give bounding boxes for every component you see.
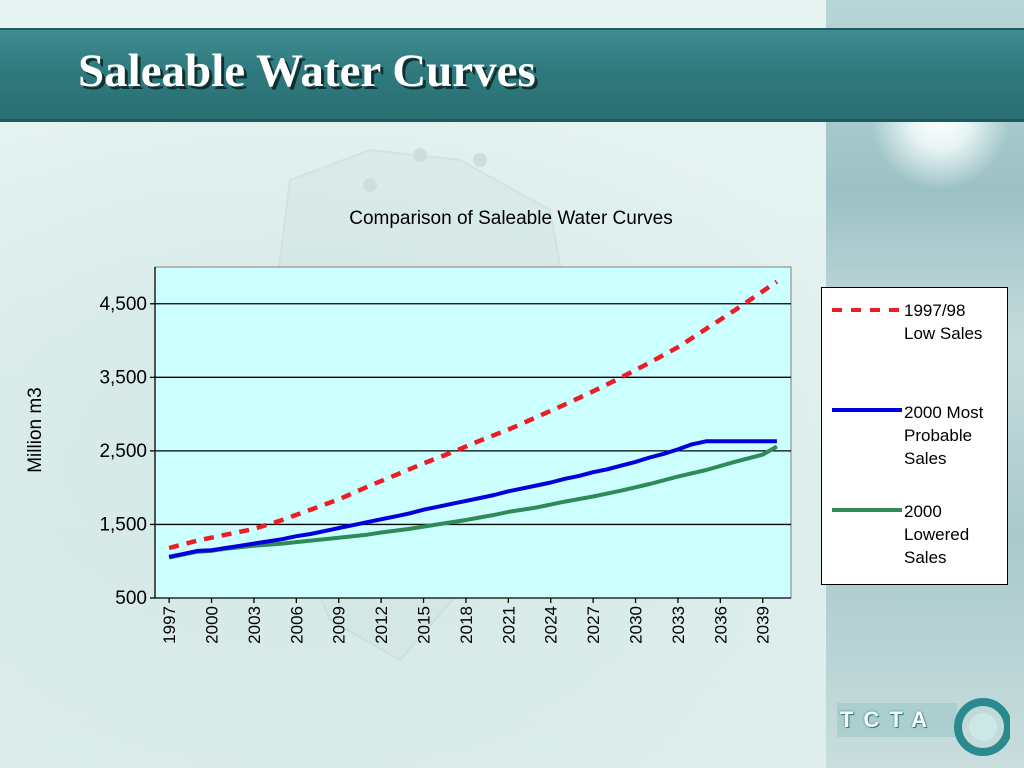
y-tick-label: 4,500: [99, 294, 147, 315]
x-tick-label: 2003: [245, 606, 264, 644]
x-tick-label: 2015: [415, 606, 434, 644]
x-tick-label: 2027: [584, 606, 603, 644]
chart-legend: 1997/98 Low Sales 2000 Most Probable Sal…: [821, 287, 1008, 585]
x-tick-label: 2030: [627, 606, 646, 644]
x-tick-label: 2021: [499, 606, 518, 644]
legend-label-most-probable: 2000 Most Probable Sales: [904, 403, 984, 468]
series-line-most-probable: [168, 439, 777, 559]
legend-swatch-low-sales: [832, 308, 902, 312]
y-tick-labels: 500 1,500 2,500 3,500 4,500: [99, 294, 147, 609]
x-tick-label: 2012: [372, 606, 391, 644]
tcta-logo: [837, 698, 1010, 756]
x-tick-label: 2018: [457, 606, 476, 644]
y-tick-label: 1,500: [99, 514, 147, 535]
x-tick-label: 2036: [711, 606, 730, 644]
legend-label-lowered-sales: 2000 Lowered Sales: [904, 502, 970, 567]
page-title: Saleable Water Curves: [78, 45, 536, 97]
series-lines: [168, 279, 779, 560]
x-tick-label: 2009: [330, 606, 349, 644]
legend-swatch-lowered-sales: [832, 508, 902, 512]
y-axis-label: Million m3: [25, 387, 46, 473]
series-line-lowered-sales: [168, 444, 778, 560]
chart-title: Comparison of Saleable Water Curves: [349, 208, 673, 229]
x-tick-label: 2039: [754, 606, 773, 644]
x-tick-label: 2006: [287, 606, 306, 644]
legend-label-low-sales: 1997/98 Low Sales: [904, 301, 983, 343]
x-tick-label: 2000: [203, 606, 222, 644]
series-line-low-sales: [168, 279, 779, 551]
axes: [150, 267, 791, 603]
logo-text: TCTA: [840, 707, 938, 732]
x-tick-label: 2024: [542, 606, 561, 644]
title-bar: [0, 28, 1024, 122]
y-tick-label: 500: [115, 588, 147, 609]
x-tick-label: 1997: [160, 606, 179, 644]
x-tick-label: 2033: [669, 606, 688, 644]
plot-area: [154, 266, 792, 599]
y-tick-label: 2,500: [99, 441, 147, 462]
x-tick-labels: 1997 2000 2003 2006 2009 2012 2015 2018 2021 2024…: [160, 606, 773, 644]
legend-swatch-most-probable: [832, 408, 902, 412]
y-tick-label: 3,500: [99, 367, 147, 388]
